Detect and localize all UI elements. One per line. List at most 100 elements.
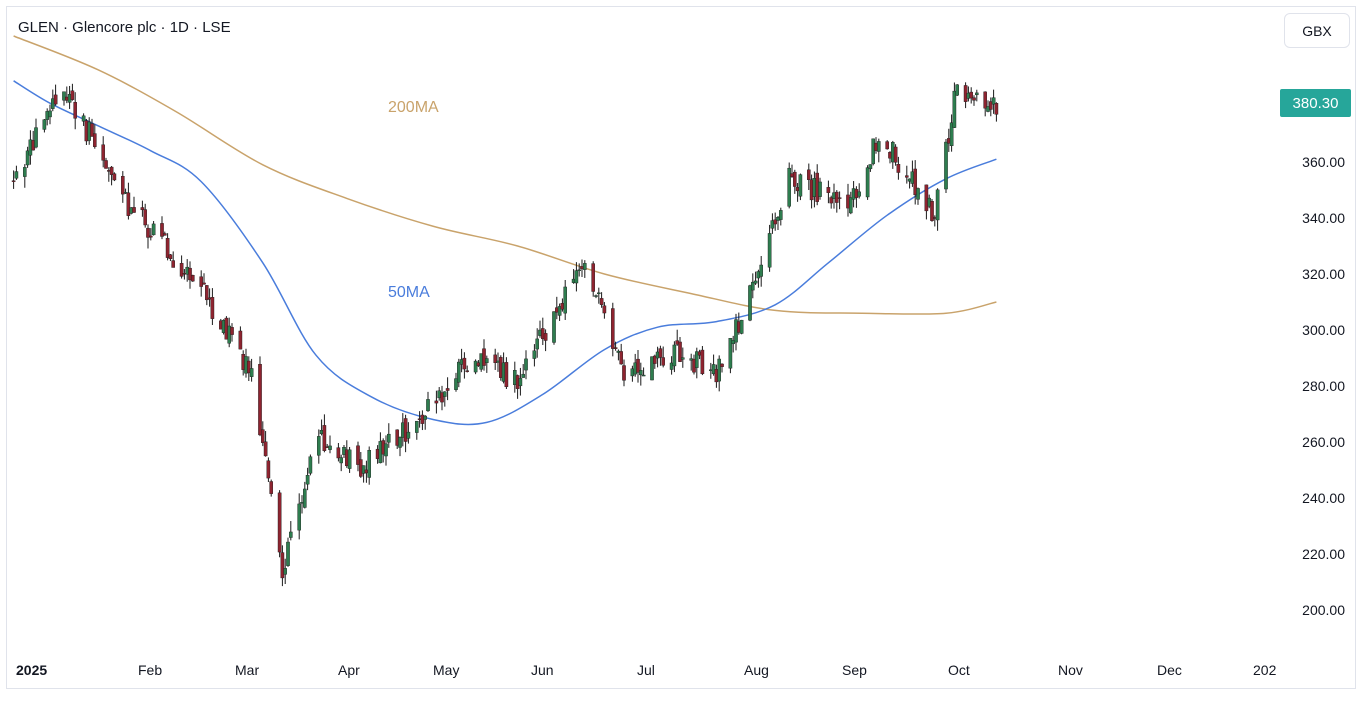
candle-down	[120, 171, 125, 203]
candle-down	[112, 172, 117, 182]
candle-down	[70, 83, 75, 101]
candle-down	[829, 195, 833, 209]
candle-down	[602, 302, 607, 319]
y-tick-label: 320.00	[1302, 266, 1345, 282]
candle-down	[440, 385, 444, 411]
candle-up	[583, 260, 587, 278]
currency-button[interactable]: GBX	[1284, 13, 1350, 48]
series-line-50ma	[13, 80, 997, 426]
candle-down	[720, 363, 724, 373]
candle-down	[11, 170, 16, 189]
candle-up	[818, 177, 822, 200]
x-tick-label: Aug	[744, 662, 769, 678]
candle-down	[905, 165, 909, 184]
candle-up	[398, 436, 402, 457]
candle-up	[563, 279, 567, 320]
candle-up	[865, 165, 870, 200]
candle-down	[258, 356, 262, 437]
candles-layer	[11, 82, 999, 587]
x-tick-label: Jun	[531, 662, 554, 678]
candle-down	[126, 182, 131, 220]
candle-down	[238, 326, 243, 350]
candle-down	[261, 421, 265, 447]
candle-down	[140, 200, 145, 217]
candle-down	[619, 343, 623, 365]
candle-up	[297, 493, 302, 540]
candle-down	[885, 140, 889, 150]
candle-up	[552, 311, 556, 345]
candle-down	[482, 339, 486, 371]
y-tick-label: 240.00	[1302, 490, 1345, 506]
y-tick-label: 300.00	[1302, 322, 1345, 338]
candle-up	[669, 356, 674, 375]
candle-down	[160, 216, 164, 240]
candle-down	[599, 292, 604, 308]
candle-up	[328, 435, 332, 454]
candle-down	[434, 390, 439, 414]
candle-down	[994, 102, 999, 122]
candle-up	[361, 465, 366, 483]
candle-down	[854, 186, 859, 208]
x-tick-label: 202	[1253, 662, 1277, 678]
candle-down	[541, 317, 545, 346]
candle-down	[146, 224, 150, 249]
candle-up	[577, 263, 581, 277]
candle-down	[989, 97, 993, 117]
candle-up	[759, 256, 763, 287]
candle-up	[457, 358, 461, 388]
moving-average-layer	[13, 35, 997, 426]
candle-up	[286, 537, 290, 567]
candle-down	[983, 91, 987, 117]
candle-up	[639, 362, 643, 386]
candle-up	[289, 521, 293, 541]
candle-up	[25, 146, 30, 168]
y-axis[interactable]: 200.00 220.00 240.00 260.00 280.00 300.00 320.…	[1302, 154, 1345, 618]
candle-up	[317, 429, 321, 464]
candle-up	[594, 294, 598, 299]
candle-down	[104, 157, 108, 169]
candle-up	[949, 114, 954, 152]
candle-up	[916, 187, 920, 205]
candle-down	[322, 414, 327, 453]
x-tick-label: Apr	[338, 662, 360, 678]
candle-down	[277, 490, 282, 558]
candle-down	[246, 356, 251, 382]
x-tick-label: Feb	[138, 662, 162, 678]
candle-down	[661, 346, 665, 368]
candle-up	[952, 82, 957, 129]
candle-up	[406, 422, 411, 444]
candle-up	[695, 347, 699, 379]
candle-down	[678, 337, 682, 362]
x-axis[interactable]: 2025 Feb Mar Apr May Jun Jul Aug Sep Oct Nov Dec 202	[16, 662, 1277, 678]
candle-down	[202, 273, 206, 285]
annotation-200ma: 200MA	[388, 99, 439, 116]
candle-up	[751, 273, 755, 299]
candle-up	[62, 91, 66, 106]
candle-up	[423, 415, 428, 430]
candle-up	[857, 183, 861, 199]
candle-down	[190, 274, 195, 282]
candle-down	[773, 212, 777, 231]
candle-down	[92, 124, 97, 149]
candle-up	[868, 164, 873, 172]
candle-down	[445, 377, 450, 401]
candle-up	[787, 162, 791, 209]
candle-up	[42, 119, 47, 133]
candle-up	[48, 104, 52, 125]
candle-down	[266, 457, 271, 482]
candle-up	[485, 355, 489, 373]
candle-down	[199, 270, 204, 297]
symbol-title[interactable]: GLEN · Glencore plc · 1D · LSE	[18, 19, 231, 36]
last-price-label: 380.30	[1280, 89, 1351, 117]
candle-down	[462, 352, 467, 379]
candle-down	[493, 348, 498, 370]
candle-down	[188, 261, 192, 289]
candle-up	[521, 364, 525, 378]
candle-down	[465, 365, 470, 373]
candle-down	[263, 431, 268, 457]
candle-down	[504, 357, 509, 390]
candle-up	[308, 454, 313, 476]
candle-up	[739, 319, 744, 335]
candle-up	[249, 358, 254, 382]
